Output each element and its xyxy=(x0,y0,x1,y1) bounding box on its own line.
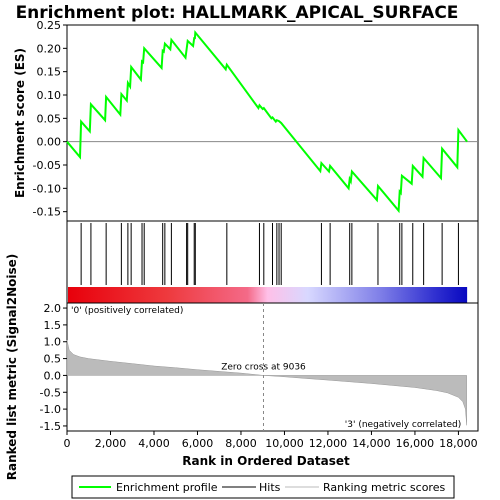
ranking-metric-area xyxy=(66,340,467,426)
metric-y-tick-label: 0.5 xyxy=(44,353,62,366)
legend: Enrichment profile Hits Ranking metric s… xyxy=(71,475,455,499)
es-y-tick-label: -0.10 xyxy=(33,182,61,195)
metric-y-tick-label: -1.5 xyxy=(40,420,61,433)
metric-y-ticks: -1.5 -1.0 -0.5 0.0 0.5 1.0 1.5 2.0 xyxy=(40,302,67,433)
metric-panel: -1.5 -1.0 -0.5 0.0 0.5 1.0 1.5 2.0 Zero cross a… xyxy=(5,254,479,481)
x-tick-label: 10,000 xyxy=(265,437,304,450)
hits-panel xyxy=(66,220,479,304)
metric-y-tick-label: 1.0 xyxy=(44,336,62,349)
metric-y-tick-label: 1.5 xyxy=(44,319,62,332)
es-y-tick-label: 0.20 xyxy=(37,42,62,55)
es-y-tick-label: 0.15 xyxy=(37,66,62,79)
legend-hits-label: Hits xyxy=(259,481,281,494)
enrichment-profile-line xyxy=(66,29,468,214)
es-y-ticks: -0.15 -0.10 -0.05 0.00 0.05 0.10 0.15 0.20 0.25 xyxy=(33,19,67,219)
chart-title: Enrichment plot: HALLMARK_APICAL_SURFACE xyxy=(16,3,459,23)
es-y-tick-label: -0.15 xyxy=(33,206,61,219)
x-tick-label: 16,000 xyxy=(396,437,435,450)
x-axis-label: Rank in Ordered Dataset xyxy=(182,454,350,468)
negative-correlation-label: '3' (negatively correlated) xyxy=(345,420,461,430)
x-tick-label: 14,000 xyxy=(352,437,391,450)
x-tick-label: 8,000 xyxy=(225,437,257,450)
x-tick-label: 12,000 xyxy=(309,437,348,450)
positive-correlation-label: '0' (positively correlated) xyxy=(71,306,183,316)
x-axis-ticks: 0 2,000 4,000 6,000 8,000 10,000 12,000 14,000 1… xyxy=(64,431,478,450)
es-y-tick-label: -0.05 xyxy=(33,159,61,172)
legend-metric-label: Ranking metric scores xyxy=(323,481,445,494)
es-y-tick-label: 0.25 xyxy=(37,19,62,32)
es-panel-frame xyxy=(66,24,479,222)
x-tick-label: 4,000 xyxy=(138,437,170,450)
metric-y-axis-label: Ranked list metric (Signal2Noise) xyxy=(5,254,19,481)
metric-y-tick-label: -0.5 xyxy=(40,386,61,399)
legend-enrichment-label: Enrichment profile xyxy=(116,481,218,494)
x-tick-label: 18,000 xyxy=(439,437,478,450)
metric-y-tick-label: -1.0 xyxy=(40,403,61,416)
metric-y-tick-label: 0.0 xyxy=(44,369,62,382)
x-tick-label: 0 xyxy=(64,437,71,450)
hits xyxy=(80,223,459,285)
es-panel: -0.15-0.10-0.050.000.050.100.150.200.25 … xyxy=(13,19,479,222)
es-y-axis-label: Enrichment score (ES) xyxy=(13,48,27,198)
x-tick-label: 6,000 xyxy=(182,437,214,450)
es-y-tick-label: 0.05 xyxy=(37,112,62,125)
zero-cross-label: Zero cross at 9036 xyxy=(221,362,306,372)
rank-color-bar xyxy=(68,287,468,303)
metric-y-tick-label: 2.0 xyxy=(44,302,62,315)
x-tick-label: 2,000 xyxy=(95,437,127,450)
es-y-tick-label: 0.00 xyxy=(37,136,62,149)
legend-box xyxy=(71,475,455,499)
es-y-tick-label: 0.10 xyxy=(37,89,62,102)
